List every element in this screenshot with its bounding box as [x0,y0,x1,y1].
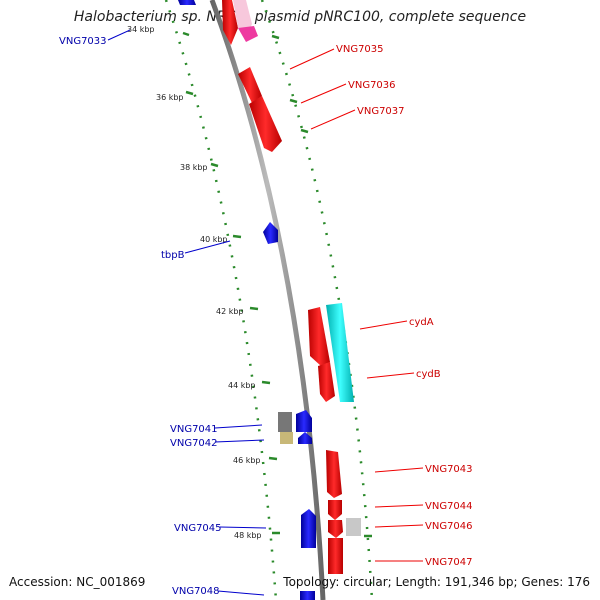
callout-vng7044 [374,504,424,508]
gene-feature-vng7042-blue[interactable] [298,432,312,444]
callout-tbpb [184,240,231,254]
gene-feature-top-magenta[interactable] [238,26,258,42]
gene-feature-vng7042[interactable] [280,432,293,444]
gene-feature-vng7041-blue[interactable] [296,410,312,432]
tick-mark [300,128,309,134]
left-callouts [107,29,267,596]
gene-feature-vng7041[interactable] [278,412,292,432]
gene-label-vng7033[interactable]: VNG7033 [59,36,107,47]
gene-label-vng7041[interactable]: VNG7041 [170,424,218,435]
callout-vng7033 [107,29,131,41]
sequence-summary: Topology: circular; Length: 191,346 bp; … [283,575,590,589]
gene-label-vng7046[interactable]: VNG7046 [425,521,473,532]
callout-vng7041 [214,424,263,429]
callout-vng7036 [300,83,347,104]
gene-feature-vng7044[interactable] [328,500,342,520]
tick-mark [271,34,280,40]
gene-feature-vng7043[interactable] [326,450,342,498]
map-title: Halobacterium sp. NRC-1 plasmid pNRC100,… [73,9,527,25]
gene-label-vng7044[interactable]: VNG7044 [425,501,473,512]
gene-label-vng7047[interactable]: VNG7047 [425,557,473,568]
tick-label-40: 40 kbp [200,235,228,244]
tick-mark [268,456,278,461]
tick-mark [232,234,242,239]
gene-label-vng7043[interactable]: VNG7043 [425,464,473,475]
tick-label-48: 48 kbp [234,531,262,540]
tick-mark [261,380,271,385]
gene-feature-vng7035[interactable] [238,67,262,103]
gene-feature-top-blue[interactable] [178,0,196,5]
gene-label-vng7036[interactable]: VNG7036 [348,80,396,91]
gene-feature-vng7036-7037[interactable] [249,96,282,152]
gene-label-vng7037[interactable]: VNG7037 [357,106,405,117]
callout-vng7037 [310,109,356,130]
tick-label-42: 42 kbp [216,307,244,316]
callout-vng7048 [217,590,265,596]
gene-label-vng7048[interactable]: VNG7048 [172,586,220,597]
tick-label-44: 44 kbp [228,381,256,390]
callout-cyda [359,320,408,330]
tick-mark [249,306,259,311]
tick-label-46: 46 kbp [233,456,261,465]
gene-label-vng7045[interactable]: VNG7045 [174,523,222,534]
forward-strand-genes [222,0,361,574]
plasmid-backbone [209,0,326,600]
callout-vng7043 [374,467,424,473]
callout-vng7042 [214,439,265,443]
tick-label-38: 38 kbp [180,163,208,172]
accession-text: Accession: NC_001869 [9,575,146,589]
gene-label-cydb[interactable]: cydB [416,369,441,380]
gene-feature-vng7045[interactable] [301,509,316,548]
tick-label-36: 36 kbp [156,93,184,102]
tick-mark [289,98,298,104]
gene-feature-vng7046[interactable] [328,520,343,538]
tick-mark [182,31,190,37]
callout-vng7035 [289,48,335,70]
gene-feature-cydb[interactable] [326,303,354,402]
gene-label-vng7035[interactable]: VNG7035 [336,44,384,55]
gene-label-vng7042[interactable]: VNG7042 [170,438,218,449]
gene-feature-tbpb[interactable] [263,222,278,244]
gene-label-tbpb[interactable]: tbpB [161,250,185,261]
gene-feature-cyda-lower[interactable] [318,362,335,402]
callout-vng7046 [374,524,424,528]
gene-label-cyda[interactable]: cydA [409,317,434,328]
major-ticks [182,31,372,538]
gene-feature-top-red[interactable] [222,0,238,45]
reverse-strand-genes [178,0,316,600]
right-callouts [289,48,424,562]
tick-mark [210,162,219,168]
callout-vng7045 [219,526,267,529]
gene-feature-cyda[interactable] [308,307,330,366]
tick-mark [185,90,194,96]
gene-feature-vng7047[interactable] [328,538,343,574]
gene-feature-vng7048[interactable] [300,591,315,600]
gene-feature-vng7046-grey[interactable] [346,518,361,536]
callout-cydb [366,372,415,379]
tick-label-34: 34 kbp [127,25,155,34]
